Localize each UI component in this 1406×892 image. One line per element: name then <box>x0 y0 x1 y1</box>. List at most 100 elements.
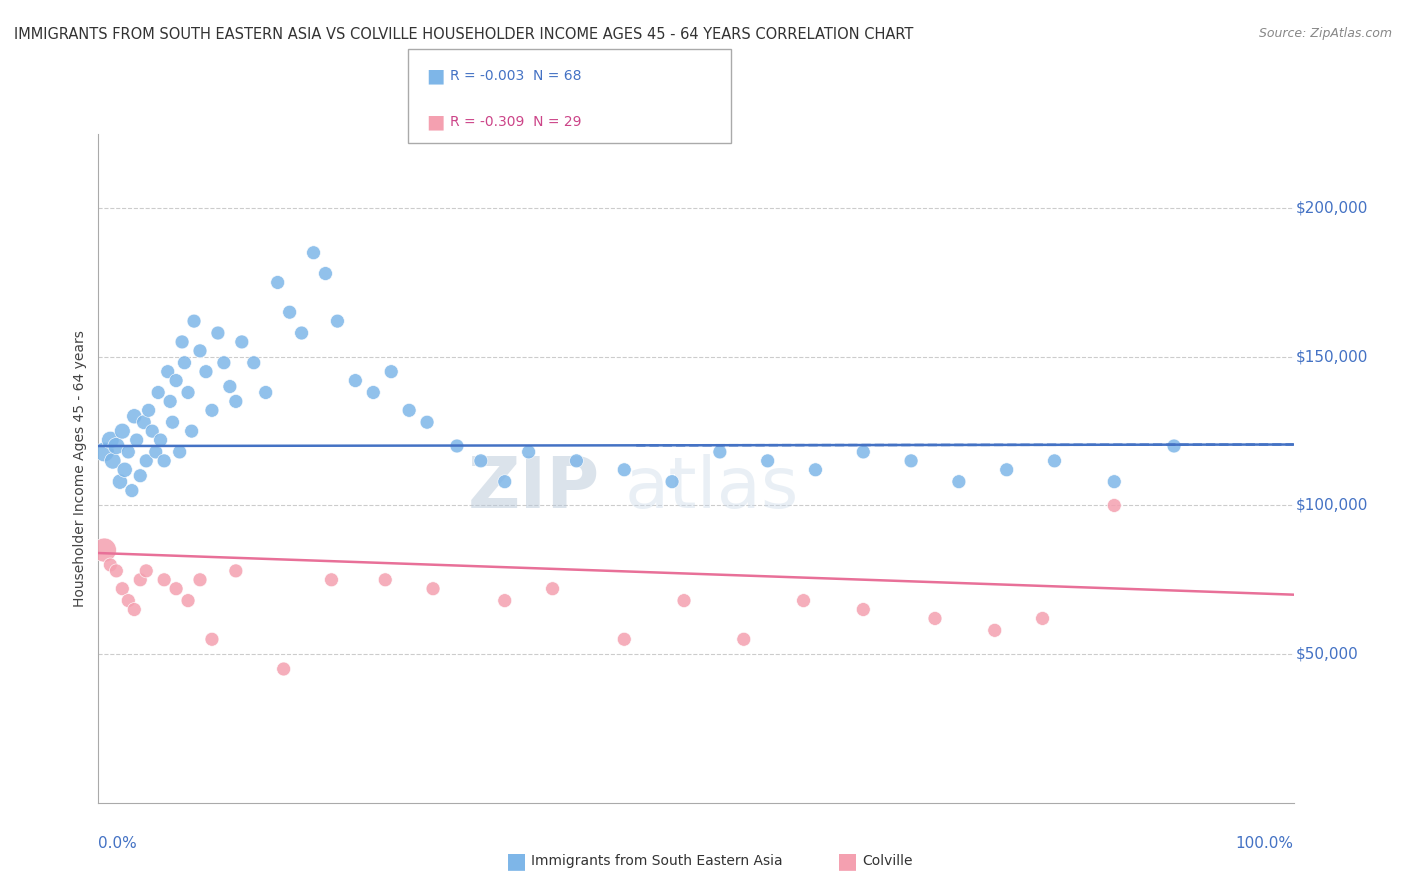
Point <box>494 593 516 607</box>
Point <box>231 334 253 349</box>
Point <box>153 454 176 468</box>
Text: Source: ZipAtlas.com: Source: ZipAtlas.com <box>1258 27 1392 40</box>
Text: ■: ■ <box>506 851 527 871</box>
Point <box>129 468 152 483</box>
Text: Colville: Colville <box>862 854 912 868</box>
Point <box>135 564 157 578</box>
Point <box>148 385 170 400</box>
Text: R = -0.003  N = 68: R = -0.003 N = 68 <box>450 69 582 83</box>
Text: R = -0.309  N = 29: R = -0.309 N = 29 <box>450 115 582 129</box>
Point <box>177 385 200 400</box>
Point <box>225 394 247 409</box>
Point <box>321 573 343 587</box>
Point <box>188 573 211 587</box>
Point <box>93 445 115 459</box>
Point <box>416 415 439 429</box>
Point <box>125 433 148 447</box>
Point <box>98 558 122 572</box>
Text: ■: ■ <box>426 112 444 132</box>
Point <box>135 454 157 468</box>
Point <box>756 454 779 468</box>
Point <box>709 445 731 459</box>
Text: IMMIGRANTS FROM SOUTH EASTERN ASIA VS COLVILLE HOUSEHOLDER INCOME AGES 45 - 64 Y: IMMIGRANTS FROM SOUTH EASTERN ASIA VS CO… <box>14 27 914 42</box>
Point <box>159 394 181 409</box>
Point <box>108 475 131 489</box>
Point <box>793 593 815 607</box>
Point <box>219 379 242 393</box>
Point <box>138 403 160 417</box>
Text: $150,000: $150,000 <box>1296 350 1368 364</box>
Point <box>470 454 492 468</box>
Point <box>207 326 229 340</box>
Text: Immigrants from South Eastern Asia: Immigrants from South Eastern Asia <box>531 854 783 868</box>
Text: ZIP: ZIP <box>468 454 600 523</box>
Point <box>380 365 402 379</box>
Point <box>173 356 195 370</box>
Text: $200,000: $200,000 <box>1296 201 1368 216</box>
Point <box>494 475 516 489</box>
Point <box>145 445 167 459</box>
Point <box>613 463 636 477</box>
Point <box>117 445 139 459</box>
Point <box>124 602 146 616</box>
Point <box>273 662 295 676</box>
Point <box>153 573 176 587</box>
Point <box>290 326 312 340</box>
Y-axis label: Householder Income Ages 45 - 64 years: Householder Income Ages 45 - 64 years <box>73 330 87 607</box>
Point <box>162 415 184 429</box>
Point <box>924 611 946 625</box>
Point <box>661 475 683 489</box>
Point <box>446 439 468 453</box>
Point <box>98 433 122 447</box>
Point <box>1102 499 1125 513</box>
Point <box>105 439 128 453</box>
Point <box>183 314 205 328</box>
Point <box>733 632 755 647</box>
Point <box>1032 611 1054 625</box>
Point <box>101 454 124 468</box>
Text: 100.0%: 100.0% <box>1236 837 1294 851</box>
Point <box>804 463 827 477</box>
Point <box>141 424 163 438</box>
Point <box>156 365 179 379</box>
Point <box>225 564 247 578</box>
Point <box>363 385 385 400</box>
Text: 0.0%: 0.0% <box>98 837 138 851</box>
Point <box>278 305 301 319</box>
Text: $100,000: $100,000 <box>1296 498 1368 513</box>
Point <box>948 475 970 489</box>
Point <box>673 593 696 607</box>
Point <box>93 543 115 558</box>
Point <box>180 424 202 438</box>
Point <box>995 463 1018 477</box>
Point <box>105 564 128 578</box>
Point <box>852 602 875 616</box>
Point <box>315 267 337 281</box>
Point <box>111 424 134 438</box>
Point <box>117 593 139 607</box>
Point <box>121 483 143 498</box>
Point <box>169 445 191 459</box>
Point <box>165 582 187 596</box>
Point <box>188 343 211 358</box>
Point <box>212 356 235 370</box>
Point <box>302 245 325 260</box>
Point <box>172 334 194 349</box>
Point <box>243 356 266 370</box>
Text: ■: ■ <box>426 66 444 86</box>
Point <box>149 433 172 447</box>
Point <box>177 593 200 607</box>
Point <box>1163 439 1185 453</box>
Point <box>124 409 146 424</box>
Text: ■: ■ <box>837 851 858 871</box>
Point <box>111 582 134 596</box>
Point <box>374 573 396 587</box>
Point <box>201 403 224 417</box>
Point <box>541 582 564 596</box>
Point <box>1102 475 1125 489</box>
Point <box>1043 454 1066 468</box>
Point <box>344 374 367 388</box>
Point <box>900 454 922 468</box>
Text: $50,000: $50,000 <box>1296 647 1358 662</box>
Point <box>129 573 152 587</box>
